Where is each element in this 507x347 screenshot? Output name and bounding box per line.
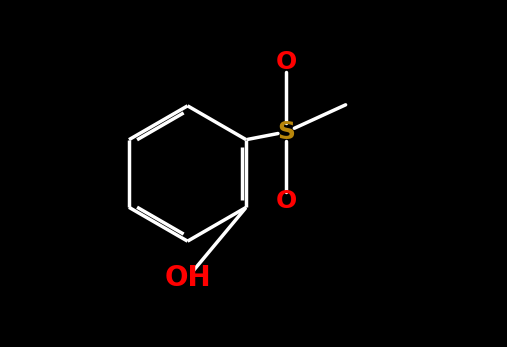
Text: S: S	[277, 120, 296, 144]
Text: O: O	[276, 189, 297, 213]
Text: O: O	[276, 50, 297, 75]
Text: OH: OH	[164, 264, 211, 291]
